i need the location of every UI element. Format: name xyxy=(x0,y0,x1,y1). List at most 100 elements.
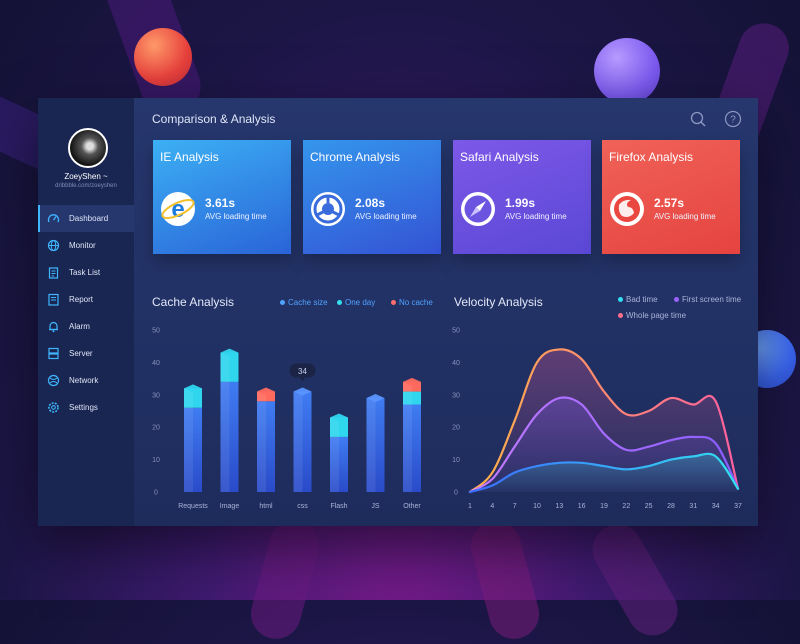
bar-segment xyxy=(220,381,239,492)
cache-legend-cache-size[interactable]: Cache size xyxy=(280,298,328,307)
chrome-logo-icon xyxy=(310,191,346,227)
gear-icon xyxy=(47,401,60,414)
legend-label: Bad time xyxy=(626,295,658,304)
cache-legend-one-day[interactable]: One day xyxy=(337,298,375,307)
sidebar-item-label: Network xyxy=(69,376,99,385)
series-line xyxy=(468,396,740,494)
sidebar-item-label: Alarm xyxy=(69,322,90,331)
bar-segment xyxy=(184,388,202,408)
x-category-label: Flash xyxy=(330,503,347,510)
card-value: 1.99s xyxy=(505,196,536,210)
bar-cap xyxy=(257,387,275,396)
clipboard-icon xyxy=(47,266,60,279)
sidebar-item-label: Report xyxy=(69,295,94,304)
card-value: 3.61s xyxy=(205,196,236,210)
x-category-label: html xyxy=(259,503,273,510)
x-category-label: JS xyxy=(371,503,380,510)
sidebar-item-report[interactable]: Report xyxy=(38,286,134,313)
sidebar-item-monitor[interactable]: Monitor xyxy=(38,232,134,259)
x-category-label: css xyxy=(297,503,308,510)
sidebar-item-settings[interactable]: Settings xyxy=(38,394,134,421)
card-subtitle: AVG loading time xyxy=(355,212,417,221)
sidebar-item-task-list[interactable]: Task List xyxy=(38,259,134,286)
ie-logo-icon: e xyxy=(160,191,196,227)
x-tick-label: 10 xyxy=(533,503,541,510)
card-subtitle: AVG loading time xyxy=(205,212,267,221)
cache-legend-no-cache[interactable]: No cache xyxy=(391,298,433,307)
bar-highlight xyxy=(403,381,412,392)
velocity-legend-whole-page-time[interactable]: Whole page time xyxy=(618,311,686,320)
sidebar-item-dashboard[interactable]: Dashboard xyxy=(38,205,134,232)
ie-analysis-card[interactable]: IE Analysis e 3.61s AVG loading time xyxy=(153,140,291,254)
velocity-line-chart: 0 10 20 30 40 50 1 4 7 10 13 16 19 22 25 28 31 34 37 xyxy=(452,328,742,511)
background-ray xyxy=(465,515,545,644)
x-tick-label: 19 xyxy=(600,503,608,510)
card-title: Chrome Analysis xyxy=(310,150,401,164)
card-title: IE Analysis xyxy=(160,150,219,164)
bar-segment xyxy=(293,391,312,492)
y-tick-label: 0 xyxy=(154,490,158,497)
x-tick-label: 25 xyxy=(645,503,653,510)
legend-label: Whole page time xyxy=(626,311,687,320)
sidebar-item-alarm[interactable]: Alarm xyxy=(38,313,134,340)
x-tick-label: 13 xyxy=(555,503,563,510)
sidebar-nav: Dashboard Monitor Task List Report xyxy=(38,205,134,421)
x-tick-label: 16 xyxy=(578,503,586,510)
sidebar-item-server[interactable]: Server xyxy=(38,340,134,367)
bar-cap xyxy=(220,348,239,357)
card-subtitle: AVG loading time xyxy=(654,212,716,221)
bar-segment xyxy=(220,352,239,382)
legend-swatch xyxy=(391,300,396,305)
user-name[interactable]: ZoeyShen ~ xyxy=(64,172,108,181)
search-icon[interactable] xyxy=(689,110,707,128)
x-tick-label: 34 xyxy=(712,503,720,510)
bar-highlight xyxy=(257,391,266,402)
chrome-analysis-card[interactable]: Chrome Analysis 2.08s AVG loading time xyxy=(303,140,441,254)
velocity-legend-first-screen-time[interactable]: First screen time xyxy=(674,295,741,304)
card-title: Safari Analysis xyxy=(460,150,539,164)
decorative-orange-ball xyxy=(134,28,192,86)
avatar[interactable] xyxy=(68,128,108,168)
bar-segment xyxy=(330,436,348,492)
bar-highlight xyxy=(257,401,266,492)
y-tick-label: 50 xyxy=(452,328,460,335)
cache-bar-chart: 0 10 20 30 40 50 Requests Image html css 34 Flash JS… xyxy=(152,328,421,511)
bar-highlight xyxy=(366,398,376,492)
tooltip-arrow xyxy=(299,377,306,382)
report-icon xyxy=(47,293,60,306)
series-line xyxy=(468,452,740,494)
gauge-icon xyxy=(47,212,60,225)
background-ray xyxy=(583,515,687,644)
safari-analysis-card[interactable]: Safari Analysis 1.99s AVG loading time xyxy=(453,140,591,254)
legend-label: First screen time xyxy=(682,295,742,304)
page-title: Comparison & Analysis xyxy=(152,112,276,126)
x-category-label: Image xyxy=(220,503,240,510)
legend-swatch xyxy=(618,297,623,302)
bar-cap xyxy=(184,384,202,393)
y-tick-label: 20 xyxy=(152,425,160,432)
card-title: Firefox Analysis xyxy=(609,150,694,164)
y-tick-label: 20 xyxy=(452,425,460,432)
server-icon xyxy=(47,347,60,360)
sidebar-item-network[interactable]: Network xyxy=(38,367,134,394)
bar-highlight xyxy=(220,352,230,382)
bar-highlight xyxy=(184,388,193,408)
firefox-analysis-card[interactable]: Firefox Analysis 2.57s AVG loading time xyxy=(602,140,740,254)
bar-segment xyxy=(257,391,275,402)
x-tick-label: 4 xyxy=(490,503,494,510)
card-value: 2.08s xyxy=(355,196,386,210)
bell-icon xyxy=(47,320,60,333)
sidebar-item-label: Settings xyxy=(69,403,98,412)
bar-segment xyxy=(366,398,385,492)
help-icon[interactable]: ? xyxy=(724,110,742,128)
y-tick-label: 10 xyxy=(152,457,160,464)
x-tick-label: 28 xyxy=(667,503,675,510)
x-tick-label: 22 xyxy=(622,503,630,510)
bar-cap xyxy=(293,387,312,396)
bar-highlight xyxy=(220,381,230,492)
sidebar-item-label: Dashboard xyxy=(69,214,109,223)
firefox-logo-icon xyxy=(609,191,645,227)
tooltip-value: 34 xyxy=(298,367,307,376)
velocity-legend-bad-time[interactable]: Bad time xyxy=(618,295,658,304)
cache-analysis-title: Cache Analysis xyxy=(152,295,235,309)
